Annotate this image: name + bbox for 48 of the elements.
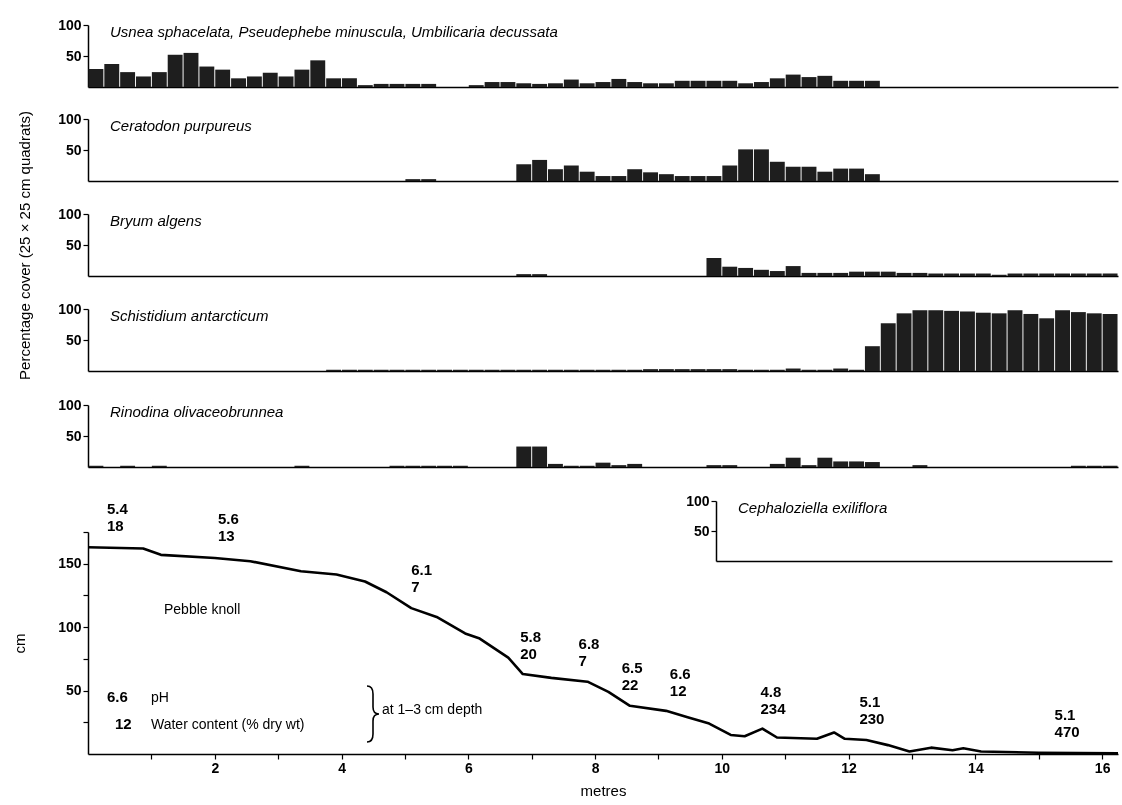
y-tick-label: 100 xyxy=(686,492,710,509)
x-axis-title: metres xyxy=(580,781,627,799)
chart-title: Schistidium antarcticum xyxy=(110,307,269,324)
annotation: 6.6 12 xyxy=(669,665,691,700)
x-tick-label: 4 xyxy=(338,759,347,776)
y-tick-label: 100 xyxy=(58,618,82,635)
annotation: 6.6 xyxy=(107,688,128,706)
chart-title: Cephaloziella exiliflora xyxy=(738,499,888,516)
x-tick-label: 2 xyxy=(211,759,220,776)
annotation: 12 xyxy=(115,715,132,733)
y-tick-label: 50 xyxy=(65,427,82,444)
y-tick-label: 50 xyxy=(65,141,82,158)
chart-title: Rinodina olivaceobrunnea xyxy=(110,403,284,420)
annotation: 4.8 234 xyxy=(760,682,786,717)
annotation: 5.4 18 xyxy=(107,500,128,535)
annotation: 5.1 230 xyxy=(859,693,885,728)
chart-title: Ceratodon purpureus xyxy=(110,117,253,134)
x-tick-label: 16 xyxy=(1094,759,1111,776)
annotation: pH xyxy=(151,688,169,706)
annotation: 6.5 22 xyxy=(621,658,643,693)
annotation: 5.8 20 xyxy=(520,628,542,663)
x-tick-label: 6 xyxy=(464,759,473,776)
annotation: 6.8 7 xyxy=(578,634,600,669)
y-axis-title: cm xyxy=(11,633,29,654)
y-tick-label: 150 xyxy=(58,555,82,572)
y-tick-label: 50 xyxy=(693,522,710,539)
y-tick-label: 50 xyxy=(65,331,82,348)
y-tick-label: 100 xyxy=(58,396,82,413)
annotation: 5.6 13 xyxy=(217,510,239,545)
x-tick-label: 12 xyxy=(841,759,858,776)
y-tick-label: 50 xyxy=(65,682,82,699)
y-tick-label: 100 xyxy=(58,110,82,127)
x-tick-label: 14 xyxy=(968,759,984,776)
annotation: Water content (% dry wt) xyxy=(151,715,305,733)
annotation: 6.1 7 xyxy=(411,561,433,596)
y-tick-label: 50 xyxy=(65,47,82,64)
chart-title: Usnea sphacelata, Pseudephebe minuscula, Umbilicaria decussata xyxy=(110,23,558,40)
y-tick-label: 100 xyxy=(58,300,82,317)
y-tick-label: 50 xyxy=(65,236,82,253)
chart-title: Bryum algens xyxy=(110,212,203,229)
annotation: 5.1 470 xyxy=(1054,705,1080,740)
annotation: at 1–3 cm depth xyxy=(382,700,483,718)
y-tick-label: 100 xyxy=(58,205,82,222)
y-tick-label: 100 xyxy=(58,16,82,33)
y-axis-title: Percentage cover (25 × 25 cm quadrats) xyxy=(16,111,34,380)
x-tick-label: 8 xyxy=(591,759,600,776)
x-tick-label: 10 xyxy=(714,759,731,776)
annotation: Pebble knoll xyxy=(164,600,241,618)
